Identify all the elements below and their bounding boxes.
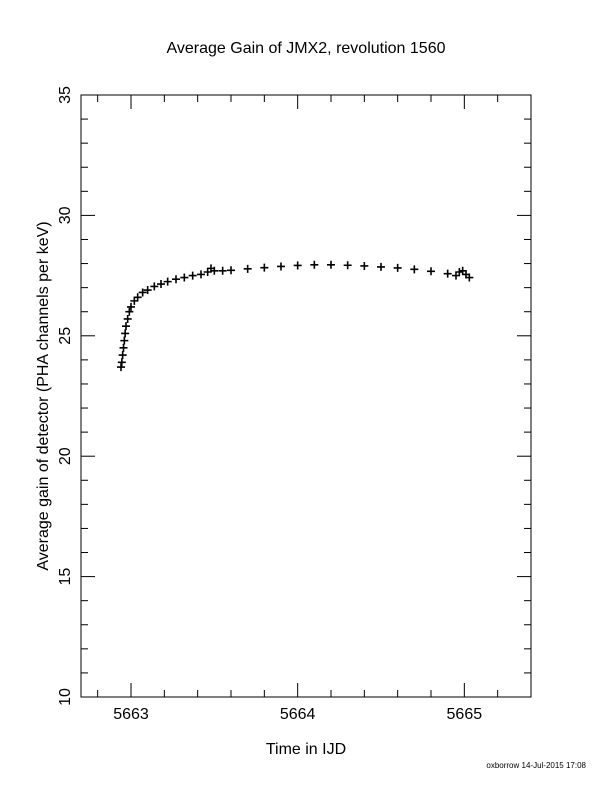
point bbox=[310, 260, 319, 269]
y-tick-label: 35 bbox=[57, 86, 74, 104]
point bbox=[117, 363, 125, 372]
footer: oxborrow 14-Jul-2015 17:08 bbox=[486, 761, 586, 770]
point bbox=[120, 336, 129, 345]
point bbox=[410, 265, 419, 274]
point bbox=[393, 263, 402, 272]
point bbox=[210, 266, 219, 275]
point bbox=[465, 273, 474, 282]
point bbox=[125, 307, 134, 316]
point bbox=[180, 273, 189, 282]
point bbox=[122, 322, 130, 331]
y-tick-label: 25 bbox=[57, 327, 74, 345]
x-tick-label: 5665 bbox=[447, 706, 483, 723]
point bbox=[443, 269, 452, 278]
x-tick-label: 5664 bbox=[280, 706, 316, 723]
point bbox=[127, 302, 135, 311]
point bbox=[157, 280, 165, 289]
point bbox=[227, 266, 235, 275]
point bbox=[117, 358, 126, 367]
point bbox=[243, 264, 252, 273]
point bbox=[143, 286, 152, 295]
point bbox=[172, 275, 180, 284]
point bbox=[427, 267, 435, 276]
point bbox=[377, 262, 385, 271]
point bbox=[138, 288, 147, 297]
y-tick-label: 15 bbox=[57, 568, 74, 586]
point bbox=[121, 329, 130, 338]
point bbox=[218, 266, 227, 275]
point bbox=[119, 343, 128, 352]
y-tick-label: 20 bbox=[57, 447, 74, 465]
point bbox=[260, 263, 269, 272]
point bbox=[150, 282, 159, 291]
plot-frame bbox=[80, 94, 532, 698]
point bbox=[123, 314, 132, 323]
y-tick-label: 10 bbox=[57, 688, 74, 706]
point bbox=[277, 262, 285, 271]
y-axis-label: Average gain of detector (PHA channels p… bbox=[35, 221, 52, 570]
x-axis-label: Time in IJD bbox=[266, 741, 346, 758]
point bbox=[163, 277, 172, 286]
point bbox=[197, 270, 205, 279]
point bbox=[133, 293, 142, 302]
point bbox=[360, 261, 369, 270]
chart-title: Average Gain of JMX2, revolution 1560 bbox=[167, 40, 446, 57]
point bbox=[343, 261, 352, 270]
x-tick-label: 5663 bbox=[113, 706, 149, 723]
point bbox=[118, 351, 127, 360]
point bbox=[327, 260, 335, 269]
y-tick-label: 30 bbox=[57, 206, 74, 224]
point bbox=[293, 261, 302, 270]
point bbox=[188, 271, 197, 280]
